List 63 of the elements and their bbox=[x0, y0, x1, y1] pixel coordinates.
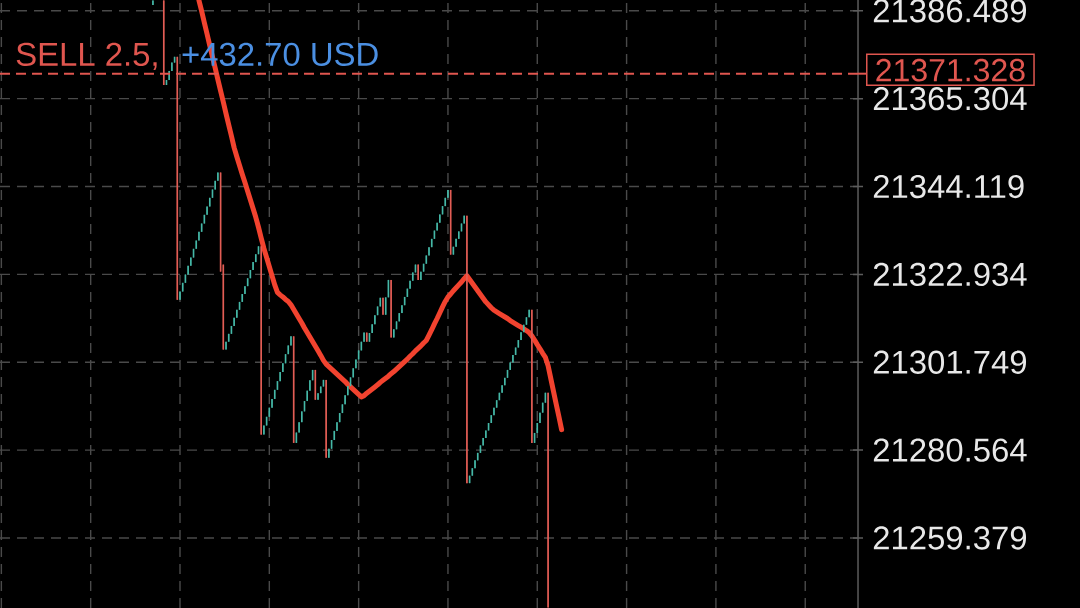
candlestick bbox=[474, 459, 476, 469]
candlestick bbox=[482, 437, 484, 446]
candlestick bbox=[152, 0, 154, 6]
candlestick bbox=[263, 425, 265, 436]
candlestick bbox=[493, 407, 495, 416]
candlestick bbox=[401, 304, 403, 314]
candlestick bbox=[254, 253, 257, 263]
candlestick bbox=[347, 385, 349, 396]
y-tick-label: 21365.304 bbox=[873, 87, 1027, 111]
candlestick bbox=[282, 362, 284, 373]
y-tick-label: 21280.564 bbox=[873, 438, 1027, 462]
candlestick bbox=[382, 297, 384, 316]
candlestick bbox=[520, 331, 522, 341]
candlestick bbox=[509, 362, 512, 371]
candlestick bbox=[512, 354, 514, 363]
candlestick bbox=[271, 398, 273, 409]
candlestick bbox=[447, 189, 449, 199]
candlestick bbox=[290, 335, 292, 346]
candlestick bbox=[374, 314, 376, 325]
y-tick-label: 21386.489 bbox=[873, 0, 1027, 23]
candlestick bbox=[420, 271, 422, 281]
candlestick bbox=[244, 285, 246, 295]
ref-line-label: SELL 2.5, bbox=[16, 42, 157, 70]
candlestick bbox=[298, 421, 300, 433]
candlestick bbox=[198, 231, 200, 241]
candlestick bbox=[236, 309, 238, 319]
candlestick bbox=[214, 180, 216, 190]
y-tick-label: 21322.934 bbox=[873, 262, 1027, 287]
candlestick bbox=[371, 323, 373, 334]
y-tick-label: 21344.119 bbox=[873, 174, 1024, 199]
candlestick bbox=[455, 238, 457, 248]
candlestick bbox=[252, 261, 254, 271]
candlestick bbox=[336, 421, 338, 432]
candlestick bbox=[355, 359, 357, 369]
candlestick bbox=[187, 265, 189, 275]
y-tick-label: 21301.749 bbox=[873, 350, 1027, 374]
candlestick bbox=[503, 377, 506, 386]
candlestick bbox=[217, 172, 219, 182]
candlestick bbox=[501, 384, 503, 394]
candlestick bbox=[393, 328, 395, 338]
candlestick bbox=[233, 317, 235, 327]
candlestick bbox=[279, 371, 281, 382]
candlestick bbox=[328, 448, 330, 459]
candlestick bbox=[190, 257, 192, 267]
candlestick bbox=[225, 341, 227, 351]
candlestick bbox=[428, 246, 430, 256]
candlestick bbox=[463, 215, 466, 224]
candlestick bbox=[171, 62, 173, 72]
candlestick bbox=[439, 214, 441, 224]
candlestick bbox=[363, 332, 365, 343]
candlestick bbox=[317, 392, 319, 401]
candlestick bbox=[485, 430, 487, 439]
y-tick-label: 21259.379 bbox=[873, 526, 1027, 550]
candlestick bbox=[179, 291, 181, 301]
candlestick bbox=[309, 379, 311, 392]
candlestick bbox=[206, 206, 208, 216]
text: 21371.328 bbox=[876, 58, 1025, 82]
candlestick bbox=[409, 280, 411, 290]
candlestick bbox=[436, 222, 438, 231]
candlestick bbox=[528, 309, 530, 318]
candlestick bbox=[300, 411, 303, 423]
candlestick bbox=[344, 394, 346, 405]
candlestick bbox=[539, 412, 541, 424]
